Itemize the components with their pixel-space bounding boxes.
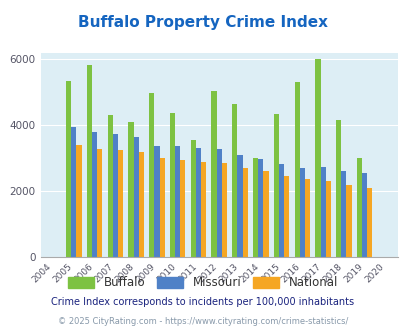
Bar [345,185,351,257]
Bar [221,163,226,257]
Text: Crime Index corresponds to incidents per 100,000 inhabitants: Crime Index corresponds to incidents per… [51,297,354,307]
Bar [294,82,299,257]
Bar [304,179,309,257]
Bar [149,93,154,257]
Bar [263,171,268,257]
Bar [175,146,180,257]
Bar [118,150,123,257]
Bar [242,168,247,257]
Bar [216,149,221,257]
Bar [367,188,371,257]
Bar [252,158,258,257]
Bar [200,162,206,257]
Bar [278,164,284,257]
Bar [139,152,144,257]
Bar [299,168,304,257]
Bar [66,81,71,257]
Bar [258,159,263,257]
Bar [335,120,341,257]
Text: © 2025 CityRating.com - https://www.cityrating.com/crime-statistics/: © 2025 CityRating.com - https://www.city… [58,317,347,326]
Bar [128,122,133,257]
Bar [133,137,139,257]
Bar [315,59,320,257]
Bar [237,155,242,257]
Bar [232,104,237,257]
Bar [320,167,325,257]
Bar [71,127,76,257]
Bar [361,173,367,257]
Legend: Buffalo, Missouri, National: Buffalo, Missouri, National [63,272,342,294]
Bar [195,148,200,257]
Bar [154,146,159,257]
Bar [92,132,97,257]
Bar [341,171,345,257]
Bar [97,149,102,257]
Bar [107,115,113,257]
Bar [356,158,361,257]
Bar [113,134,118,257]
Bar [325,181,330,257]
Bar [211,91,216,257]
Bar [87,65,92,257]
Bar [76,145,81,257]
Bar [284,176,289,257]
Bar [159,158,164,257]
Bar [180,160,185,257]
Bar [169,113,175,257]
Bar [190,140,195,257]
Bar [273,114,278,257]
Text: Buffalo Property Crime Index: Buffalo Property Crime Index [78,15,327,30]
